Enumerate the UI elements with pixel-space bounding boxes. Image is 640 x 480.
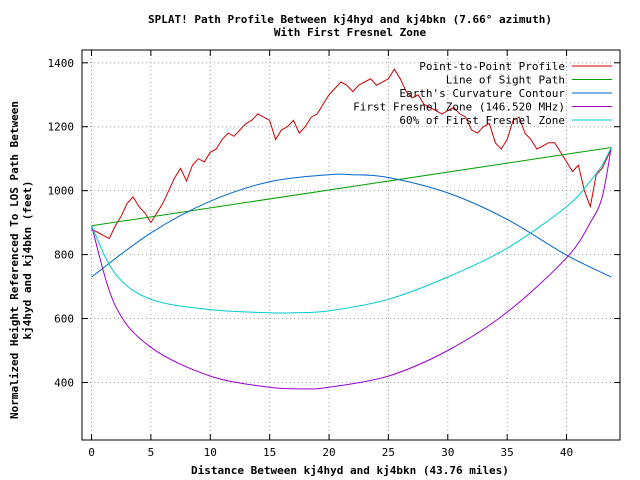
- y-tick-label: 1400: [48, 57, 75, 70]
- legend-sixty-percent-fresnel-zone-label: 60% of First Fresnel Zone: [399, 114, 565, 127]
- y-axis-title: Normalized Height Referenced To LOS Path…: [8, 101, 34, 419]
- y-tick-label: 800: [54, 249, 74, 262]
- point-to-point-profile-line: [91, 68, 612, 240]
- x-tick-label: 0: [88, 446, 95, 459]
- y-axis-title-line1: Normalized Height Referenced To LOS Path…: [8, 101, 21, 419]
- y-tick-label: 600: [54, 313, 74, 326]
- x-tick-label: 30: [441, 446, 454, 459]
- x-tick-label: 25: [382, 446, 395, 459]
- x-tick-label: 20: [322, 446, 335, 459]
- chart-title-line2: With First Fresnel Zone: [274, 26, 427, 39]
- x-tick-label: 5: [148, 446, 155, 459]
- y-tick-label: 400: [54, 376, 74, 389]
- legend-earth-curvature-contour-label: Earth's Curvature Contour: [399, 87, 565, 100]
- y-tick-label: 1200: [48, 121, 75, 134]
- y-tick-label: 1000: [48, 185, 75, 198]
- earth-curvature-contour-line: [91, 173, 612, 278]
- first-fresnel-zone-line: [91, 147, 612, 390]
- chart-title-line1: SPLAT! Path Profile Between kj4hyd and k…: [148, 13, 552, 26]
- x-tick-label: 15: [263, 446, 276, 459]
- x-tick-label: 10: [204, 446, 217, 459]
- x-tick-label: 40: [560, 446, 573, 459]
- x-axis-title: Distance Between kj4hyd and kj4bkn (43.7…: [191, 464, 509, 477]
- plot-frame: [81, 49, 621, 441]
- y-axis-title-line2: kj4hyd and kj4bkn (feet): [21, 181, 34, 340]
- x-tick-label: 35: [501, 446, 514, 459]
- sixty-percent-fresnel-zone-line: [91, 147, 612, 314]
- legend-point-to-point-profile-label: Point-to-Point Profile: [419, 60, 565, 73]
- legend-first-fresnel-zone-label: First Fresnel Zone (146.520 MHz): [353, 101, 565, 114]
- legend-line-of-sight-path-label: Line of Sight Path: [446, 74, 565, 87]
- line-of-sight-path-line: [91, 147, 612, 227]
